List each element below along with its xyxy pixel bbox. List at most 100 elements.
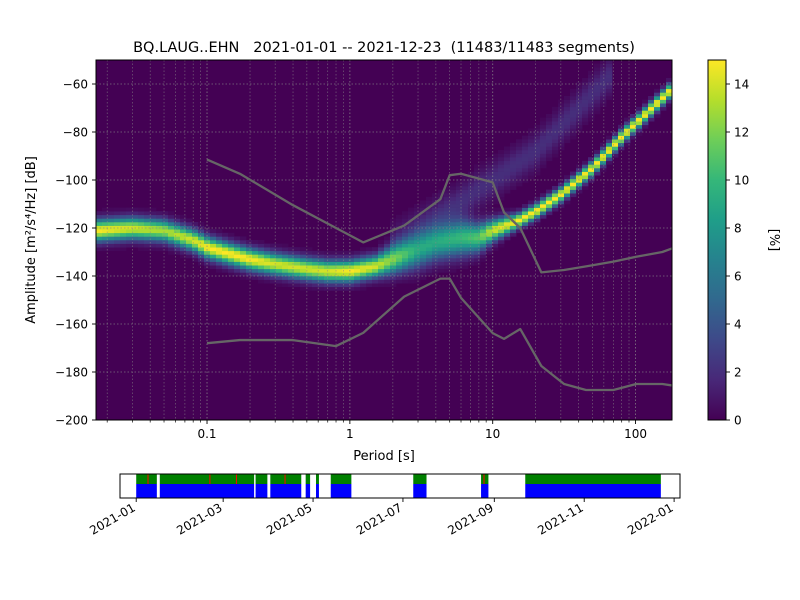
density-cell	[354, 261, 361, 266]
density-cell	[576, 186, 583, 190]
density-cell	[438, 232, 445, 237]
density-cell	[102, 218, 109, 223]
density-cell	[336, 286, 343, 291]
x-tick-label: 0.1	[197, 427, 216, 441]
density-cell	[534, 218, 541, 223]
density-cell	[456, 207, 463, 212]
density-cell	[114, 229, 121, 234]
density-cell	[414, 243, 421, 248]
density-cell	[504, 146, 511, 151]
density-cell	[420, 250, 427, 255]
date-tick-label: 2022-01	[625, 500, 675, 537]
density-cell	[528, 139, 535, 144]
density-cell	[516, 211, 523, 216]
density-cell	[606, 153, 613, 158]
density-cell	[282, 243, 289, 248]
density-cell	[210, 240, 217, 244]
density-cell	[432, 236, 439, 241]
density-cell	[600, 78, 607, 82]
density-cell	[234, 268, 241, 273]
density-cell	[576, 85, 583, 90]
density-cell	[390, 268, 397, 273]
density-cell	[426, 196, 433, 201]
density-cell	[300, 286, 307, 291]
density-cell	[600, 88, 607, 93]
density-cell	[162, 243, 169, 248]
density-cell	[648, 114, 655, 118]
density-cell	[342, 254, 349, 259]
density-cell	[132, 218, 139, 223]
density-cell	[456, 218, 463, 223]
density-cell	[426, 225, 433, 230]
density-cell	[342, 283, 349, 288]
density-cell	[360, 261, 367, 266]
density-cell	[402, 272, 409, 277]
density-cell	[492, 160, 499, 165]
density-cell	[558, 114, 565, 118]
density-cell	[540, 157, 547, 162]
density-cell	[288, 247, 295, 252]
density-cell	[564, 114, 571, 118]
density-cell	[444, 258, 451, 262]
density-cell	[510, 222, 517, 226]
density-cell	[156, 229, 163, 234]
density-cell	[198, 254, 205, 259]
density-cell	[426, 272, 433, 277]
density-cell	[576, 92, 583, 97]
density-cell	[462, 175, 469, 180]
date-tick-label: 2021-03	[174, 500, 224, 537]
density-cell	[318, 268, 325, 273]
density-cell	[198, 236, 205, 241]
density-cell	[438, 268, 445, 273]
density-cell	[342, 250, 349, 255]
density-cell	[426, 229, 433, 234]
density-cell	[474, 222, 481, 226]
density-cell	[180, 214, 187, 219]
density-cell	[258, 254, 265, 259]
density-cell	[504, 232, 511, 237]
density-cell	[432, 250, 439, 255]
density-cell	[306, 286, 313, 291]
density-cell	[594, 85, 601, 90]
density-cell	[528, 218, 535, 223]
density-cell	[600, 150, 607, 154]
density-cell	[276, 268, 283, 273]
density-cell	[180, 236, 187, 241]
density-cell	[186, 225, 193, 230]
density-cell	[570, 124, 577, 129]
density-cell	[246, 258, 253, 262]
density-cell	[546, 117, 553, 122]
density-cell	[150, 214, 157, 219]
density-cell	[348, 268, 355, 273]
density-cell	[120, 214, 127, 219]
density-cell	[444, 247, 451, 252]
density-cell	[228, 236, 235, 241]
density-cell	[666, 88, 673, 93]
density-cell	[528, 168, 535, 172]
density-cell	[540, 164, 547, 169]
density-cell	[162, 232, 169, 237]
density-cell	[228, 272, 235, 277]
density-cell	[564, 132, 571, 136]
density-cell	[462, 196, 469, 201]
density-cell	[318, 279, 325, 284]
density-cell	[354, 272, 361, 277]
density-cell	[582, 85, 589, 90]
density-cell	[336, 276, 343, 280]
density-cell	[324, 254, 331, 259]
density-cell	[474, 193, 481, 198]
density-cell	[456, 261, 463, 266]
density-cell	[546, 146, 553, 151]
density-cell	[102, 222, 109, 226]
availability-segment-lower	[255, 484, 268, 498]
density-cell	[264, 265, 271, 270]
density-cell	[264, 254, 271, 259]
density-cell	[126, 211, 133, 216]
availability-segment-upper	[255, 474, 268, 484]
density-cell	[108, 225, 115, 230]
density-cell	[396, 254, 403, 259]
density-cell	[498, 171, 505, 176]
density-cell	[492, 222, 499, 226]
density-cell	[348, 279, 355, 284]
